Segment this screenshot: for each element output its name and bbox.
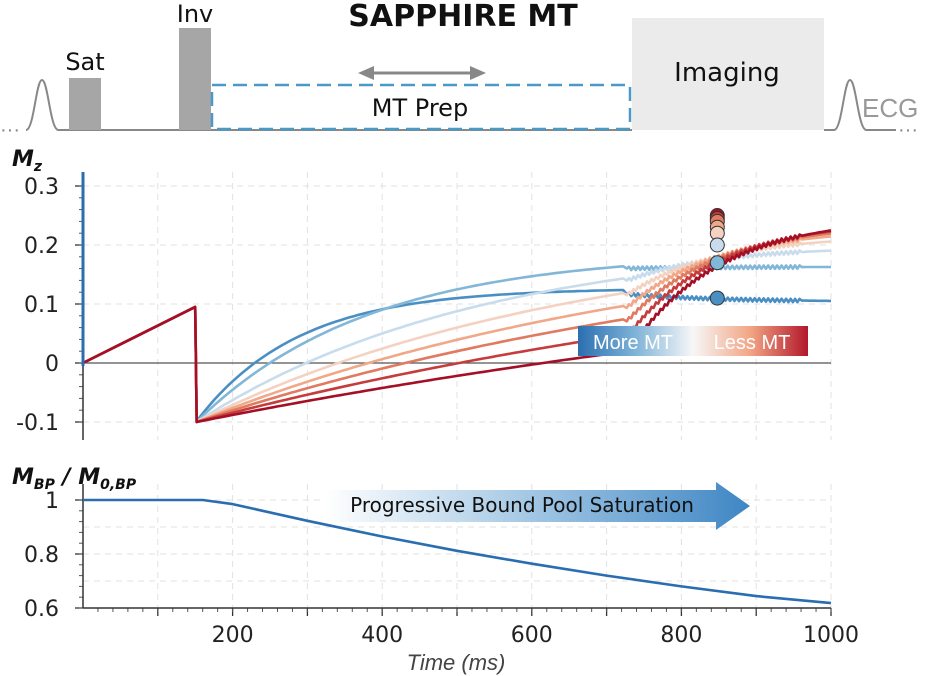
mz-y-tick-label: -0.1 — [16, 411, 59, 436]
mz-markers — [709, 208, 725, 306]
diagram-title: SAPPHIRE MT — [348, 0, 578, 34]
sequence-diagram: SAPPHIRE MT ··· Sat Inv MT Prep Imaging … — [0, 0, 918, 141]
imaging-label: Imaging — [674, 58, 780, 88]
ellipsis-left: ··· — [0, 119, 20, 141]
mz-line-mt-2 — [82, 264, 831, 423]
mz-y-tick-label: 0.1 — [24, 293, 59, 318]
bp-x-tick-label: 800 — [660, 623, 702, 648]
bp-curves — [83, 498, 832, 605]
mz-panel: 0.3 0.2 0.1 0 -0.1 Mz More MT Less MT — [12, 147, 832, 440]
mt-colorbar: More MT Less MT — [578, 326, 808, 356]
bp-x-axis: 200 400 600 800 1000 — [97, 608, 859, 648]
inv-block — [179, 28, 211, 130]
x-axis-title: Time (ms) — [407, 650, 506, 675]
colorbar-less-label: Less MT — [714, 332, 791, 354]
mz-line-mt-3 — [82, 249, 832, 424]
double-arrow — [358, 66, 486, 80]
sat-block — [69, 78, 101, 130]
ellipsis-right: ··· — [898, 119, 918, 141]
saturation-arrow: Progressive Bound Pool Saturation — [325, 482, 750, 530]
mz-line-mt-1 — [82, 288, 831, 423]
colorbar-more-label: More MT — [593, 332, 673, 354]
bp-x-tick-label: 600 — [511, 623, 553, 648]
colorbar-gradient — [578, 326, 808, 356]
bp-x-tick-label: 200 — [212, 623, 254, 648]
baseline-path — [25, 78, 632, 131]
ecg-label: ECG — [862, 93, 918, 123]
mz-y-tick-label: 0 — [45, 352, 59, 377]
bp-y-axis: 1 0.8 0.6 — [24, 489, 83, 622]
bp-x-tick-label: 400 — [361, 623, 403, 648]
marker-mt-1 — [709, 290, 725, 306]
mz-y-axis: 0.3 0.2 0.1 0 -0.1 — [16, 175, 83, 436]
bp-y-tick-label: 0.6 — [24, 597, 59, 622]
bp-y-tick-label: 0.8 — [24, 543, 59, 568]
bp-line — [83, 498, 832, 605]
inv-label: Inv — [177, 0, 214, 28]
arrow-label: Progressive Bound Pool Saturation — [350, 493, 694, 517]
mz-y-tick-label: 0.3 — [24, 175, 59, 200]
bp-y-tick-label: 1 — [45, 489, 59, 514]
marker-mt-2 — [709, 255, 725, 271]
bound-pool-panel: 1 0.8 0.6 200 400 600 800 1000 MBP / M0,BP Pro… — [12, 465, 859, 675]
mz-y-label: Mz — [12, 147, 43, 175]
imaging-block — [632, 18, 824, 130]
mz-y-tick-label: 0.2 — [24, 234, 59, 259]
arrow-shape — [325, 482, 750, 530]
bp-x-tick-label: 1000 — [803, 623, 859, 648]
ecg-path — [824, 78, 896, 131]
bp-y-label: MBP / M0,BP — [12, 465, 137, 493]
sat-label: Sat — [65, 48, 104, 76]
marker-mt-3 — [709, 237, 725, 253]
mt-prep-label: MT Prep — [372, 94, 468, 122]
